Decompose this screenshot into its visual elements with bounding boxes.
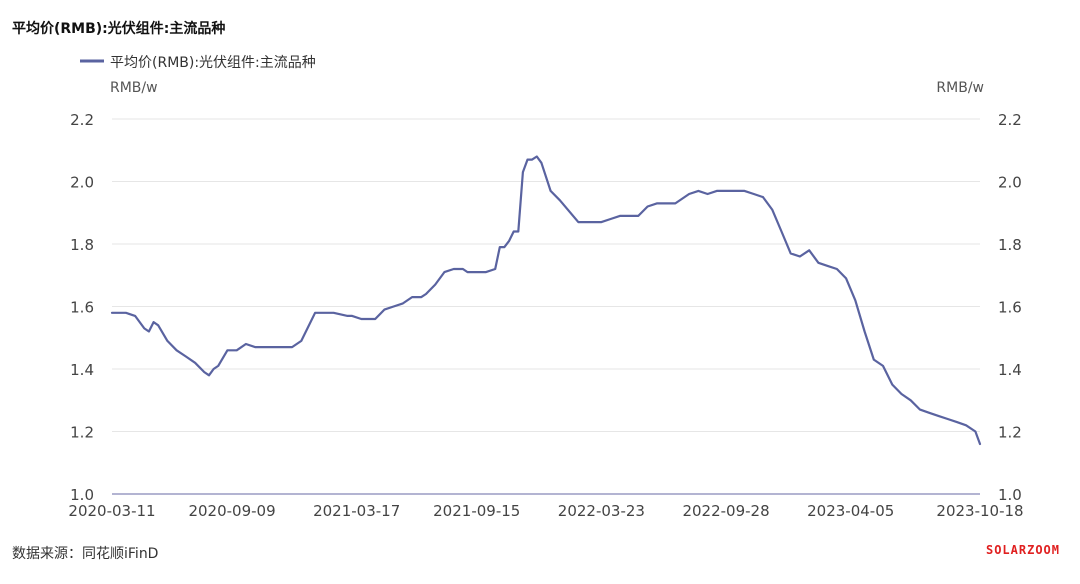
x-tick-label: 2022-03-23 <box>558 502 645 520</box>
y-tick-label-left: 1.0 <box>70 486 94 504</box>
x-tick-label: 2020-03-11 <box>68 502 155 520</box>
x-tick-label: 2021-03-17 <box>313 502 400 520</box>
series-line <box>110 155 982 446</box>
y-tick-label-right: 1.6 <box>998 299 1022 317</box>
y-tick-label-right: 1.4 <box>998 361 1022 379</box>
tick-labels: 1.0 1.0 1.2 1.2 1.4 1.4 1.6 1.6 1.8 1.8 2.0 2.0 2.2 2… <box>68 80 1023 520</box>
series-lines <box>110 155 982 446</box>
y-tick-label-left: 2.0 <box>70 174 94 192</box>
y-tick-label-right: 2.0 <box>998 174 1022 192</box>
chart-title: 平均价(RMB):光伏组件:主流品种 <box>12 21 226 37</box>
x-tick-label: 2021-09-15 <box>433 502 520 520</box>
y-axis-unit-left: RMB/w <box>110 80 158 96</box>
grid-lines <box>112 118 980 432</box>
y-tick-label-left: 1.4 <box>70 361 94 379</box>
y-tick-label-right: 1.2 <box>998 424 1022 442</box>
brand-watermark: SOLARZOOM <box>985 543 1060 557</box>
legend: 平均价(RMB):光伏组件:主流品种 <box>80 55 316 71</box>
y-axis-unit-right: RMB/w <box>936 80 984 96</box>
x-tick-label: 2020-09-09 <box>188 502 275 520</box>
data-source: 数据来源：同花顺iFinD <box>12 546 159 562</box>
x-tick-label: 2022-09-28 <box>682 502 769 520</box>
x-tick-label: 2023-10-18 <box>936 502 1023 520</box>
y-tick-label-left: 1.2 <box>70 424 94 442</box>
y-tick-label-left: 1.8 <box>70 236 94 254</box>
y-tick-label-right: 1.0 <box>998 486 1022 504</box>
y-tick-label-left: 1.6 <box>70 299 94 317</box>
y-tick-label-right: 2.2 <box>998 111 1022 129</box>
y-tick-label-left: 2.2 <box>70 111 94 129</box>
x-tick-label: 2023-04-05 <box>807 502 894 520</box>
y-tick-label-right: 1.8 <box>998 236 1022 254</box>
legend-label: 平均价(RMB):光伏组件:主流品种 <box>110 55 316 71</box>
